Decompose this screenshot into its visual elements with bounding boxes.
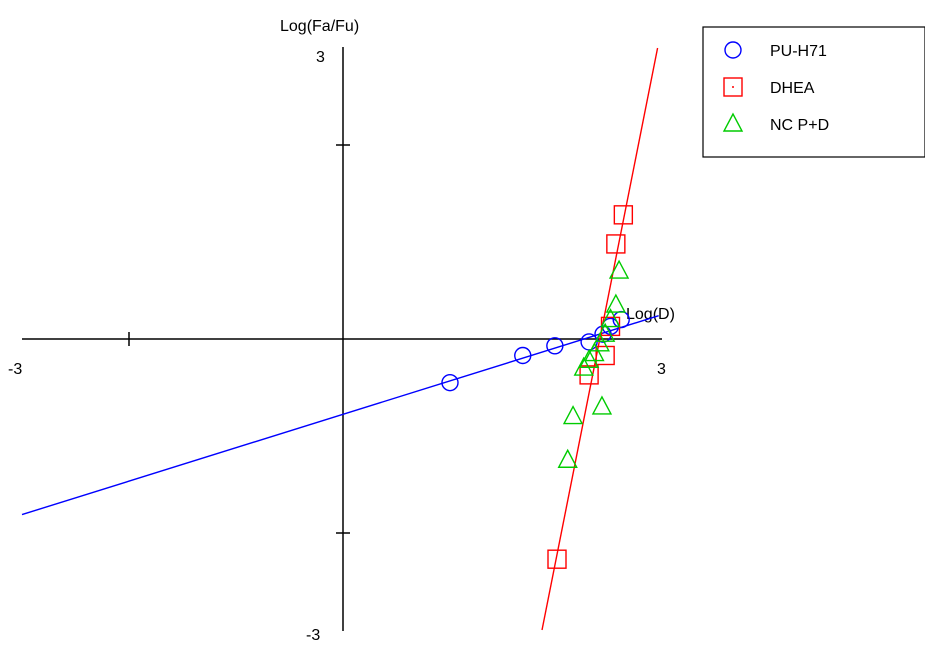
y-tick-label-max: 3 (316, 49, 325, 66)
nc-p-d-data-point (589, 332, 610, 352)
legend-items: PU-H71 DHEA NC P+D (722, 41, 829, 134)
legend-marker-pu-h71 (724, 41, 742, 59)
dhea-data-point (606, 234, 626, 254)
fit-lines (21, 47, 659, 631)
dhea-data-point (595, 345, 615, 366)
nc-p-d-data-point (573, 356, 594, 376)
nc-p-d-data-point (578, 348, 600, 369)
pu-h71-data-point (441, 373, 459, 392)
legend-label-nc-p-d: NC P+D (770, 117, 829, 134)
y-axis-label: Log(Fa/Fu) (280, 18, 359, 35)
legend: PU-H71 DHEA NC P+D (702, 26, 925, 158)
legend-marker-dot-dhea (732, 86, 734, 88)
legend-box (702, 26, 925, 158)
pu-h71-data-point (546, 337, 564, 355)
data-markers (441, 205, 634, 569)
nc-p-d-data-point (608, 259, 630, 279)
nc-p-d-data-point (600, 308, 621, 328)
nc-p-d-data-point (591, 395, 613, 415)
nc-p-d-data-point (594, 322, 616, 342)
legend-marker-nc-p-d (722, 112, 744, 132)
axes: -3 3 3 -3 Log(D) Log(Fa/Fu) (8, 18, 675, 644)
nc-p-d-data-point (584, 342, 605, 362)
dhea-data-point (613, 205, 634, 225)
legend-marker-dhea (723, 77, 743, 97)
y-tick-label-min: -3 (306, 627, 320, 644)
legend-label-pu-h71: PU-H71 (770, 43, 827, 60)
nc-p-d-data-point (557, 448, 578, 468)
x-tick-label-min: -3 (8, 361, 22, 378)
x-axis-label: Log(D) (626, 306, 675, 323)
nc-p-d-data-point (562, 405, 584, 425)
pu-h71-data-point (514, 346, 532, 365)
dhea-fit-line (541, 47, 659, 631)
nc-p-d-data-point (605, 293, 627, 313)
pu-h71-fit-line (21, 315, 659, 516)
x-tick-label-max: 3 (657, 361, 666, 378)
dhea-data-point (547, 549, 567, 569)
legend-label-dhea: DHEA (770, 80, 815, 97)
